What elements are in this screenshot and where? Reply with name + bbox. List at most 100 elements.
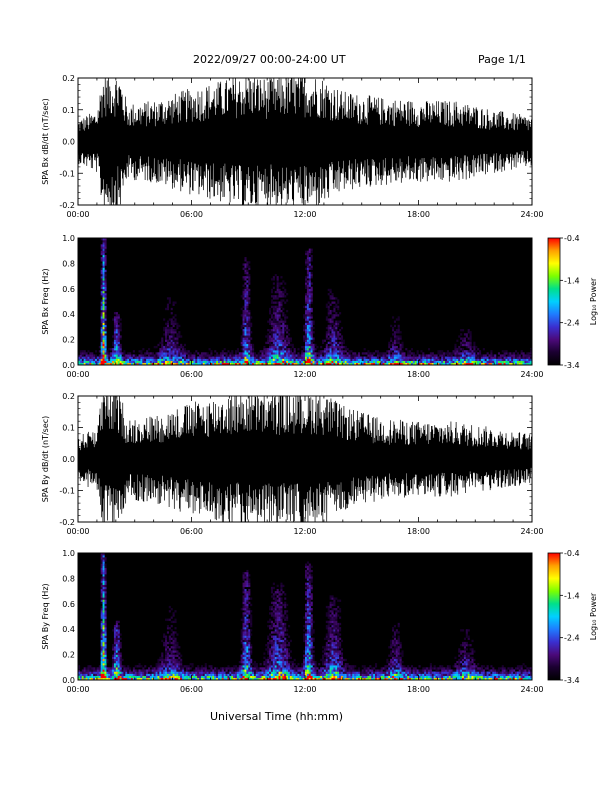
spectrogram-cell [248, 660, 251, 664]
spectrogram-cell [223, 356, 226, 359]
spectrogram-cell [484, 354, 487, 357]
spectrogram-cell [244, 597, 247, 600]
spectrogram-cell [270, 624, 274, 628]
spectrogram-cell [318, 362, 321, 366]
spectrogram-cell [312, 629, 315, 632]
spectrogram-cell [263, 673, 266, 676]
spectrogram-cell [286, 362, 289, 366]
spectrogram-cell [422, 352, 425, 355]
spectrogram-cell [331, 309, 334, 313]
spectrogram-cell [123, 675, 126, 679]
spectrogram-cell [104, 644, 107, 647]
spectrogram-cell [403, 354, 406, 357]
spectrogram-cell [129, 675, 132, 679]
spectrogram-cell [280, 646, 283, 649]
spectrogram-cell [305, 280, 308, 283]
spectrogram-cell [276, 641, 279, 645]
spectrogram-cell [217, 354, 221, 357]
spectrogram-cell [102, 565, 105, 569]
spectrogram-cell [310, 648, 313, 651]
spectrogram-cell [272, 597, 275, 600]
spectrogram-cell [104, 350, 107, 353]
spectrogram-cell [244, 582, 247, 585]
spectrogram-cell [462, 348, 465, 351]
spectrogram-cell [263, 671, 266, 674]
spectrogram-cell [306, 329, 309, 332]
spectrogram-cell [306, 356, 309, 359]
spectrogram-cell [102, 265, 105, 268]
spectrogram-cell [259, 675, 262, 679]
spectrogram-cell [397, 337, 400, 340]
spectrogram-cell [172, 658, 175, 662]
spectrogram-cell [418, 354, 421, 357]
spectrogram-cell [244, 612, 247, 615]
spectrogram-cell [270, 278, 274, 281]
spectrogram-cell [246, 341, 249, 345]
spectrogram-cell [170, 646, 173, 649]
spectrogram-cell [244, 299, 247, 302]
spectrogram-cell [185, 671, 188, 674]
spectrogram-cell [274, 663, 277, 666]
spectrogram-cell [165, 637, 168, 640]
spectrogram-cell [189, 352, 192, 355]
spectrogram-cell [178, 646, 181, 649]
spectrogram-cell [252, 345, 255, 349]
spectrogram-cell [98, 671, 101, 674]
spectrogram-cell [310, 654, 313, 657]
spectrogram-cell [104, 584, 107, 588]
spectrogram-cell [244, 641, 247, 645]
spectrogram-cell [286, 665, 289, 668]
spectrogram-cell [276, 656, 279, 660]
spectrogram-cell [308, 567, 311, 571]
spectrogram-cell [282, 665, 285, 668]
spectrogram-cell [244, 341, 247, 345]
x-tick-label: 24:00 [520, 370, 543, 379]
spectrogram-cell [306, 295, 309, 298]
spectrogram-cell [246, 605, 249, 609]
spectrogram-cell [280, 673, 283, 676]
spectrogram-cell [170, 341, 173, 345]
spectrogram-cell [170, 356, 173, 359]
spectrogram-cell [238, 362, 241, 366]
spectrogram-cell [395, 345, 398, 349]
spectrogram-cell [121, 675, 124, 679]
spectrogram-cell [289, 665, 292, 668]
spectrogram-cell [187, 350, 190, 353]
spectrogram-cell [223, 348, 226, 351]
spectrogram-cell [274, 324, 277, 328]
spectrogram-cell [117, 339, 120, 342]
spectrogram-cell [263, 358, 266, 361]
spectrogram-cell [180, 358, 183, 361]
spectrogram-cell [100, 635, 103, 638]
spectrogram-cell [390, 324, 393, 328]
spectrogram-cell [110, 671, 113, 674]
spectrogram-cell [352, 356, 355, 359]
spectrogram-cell [240, 354, 243, 357]
spectrogram-cell [168, 297, 171, 300]
spectrogram-cell [248, 273, 251, 277]
spectrogram-cell [119, 362, 122, 366]
spectrogram-cell [176, 356, 179, 359]
spectrogram-cell [496, 362, 499, 366]
spectrogram-cell [308, 652, 311, 655]
spectrogram-cell [505, 362, 508, 366]
spectrogram-cell [89, 675, 92, 679]
spectrogram-cell [176, 333, 179, 336]
spectrogram-cell [274, 337, 277, 340]
spectrogram-cell [229, 354, 232, 357]
spectrogram-cell [274, 671, 277, 674]
spectrogram-cell [333, 343, 336, 347]
spectrogram-cell [104, 565, 107, 569]
spectrogram-cell [100, 567, 103, 571]
spectrogram-cell [204, 671, 207, 674]
spectrogram-cell [157, 669, 160, 672]
spectrogram-cell [310, 660, 313, 664]
spectrogram-cell [480, 356, 484, 359]
spectrogram-cell [87, 362, 90, 366]
spectrogram-cell [119, 665, 122, 668]
spectrogram-cell [327, 341, 330, 345]
spectrogram-cell [236, 360, 239, 364]
spectrogram-cell [115, 648, 118, 651]
spectrogram-cell [310, 356, 313, 359]
spectrogram-cell [526, 358, 529, 361]
